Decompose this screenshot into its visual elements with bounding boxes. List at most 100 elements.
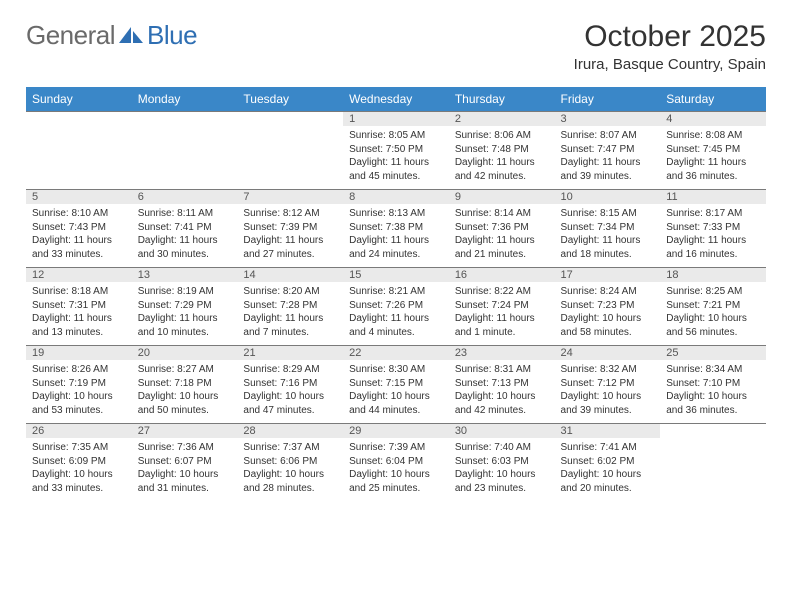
daylight-text: Daylight: 10 hours and 39 minutes. (561, 390, 655, 417)
sunrise-text: Sunrise: 8:19 AM (138, 285, 232, 299)
week-detail-row: Sunrise: 8:10 AMSunset: 7:43 PMDaylight:… (26, 204, 766, 268)
day-header: Friday (555, 87, 661, 112)
day-detail-cell (132, 126, 238, 190)
day-detail-cell: Sunrise: 8:05 AMSunset: 7:50 PMDaylight:… (343, 126, 449, 190)
daylight-text: Daylight: 10 hours and 23 minutes. (455, 468, 549, 495)
day-detail-cell: Sunrise: 8:14 AMSunset: 7:36 PMDaylight:… (449, 204, 555, 268)
day-detail-cell: Sunrise: 8:19 AMSunset: 7:29 PMDaylight:… (132, 282, 238, 346)
daylight-text: Daylight: 10 hours and 36 minutes. (666, 390, 760, 417)
day-number-cell: 5 (26, 190, 132, 205)
sunrise-text: Sunrise: 8:26 AM (32, 363, 126, 377)
sunrise-text: Sunrise: 7:39 AM (349, 441, 443, 455)
day-number-cell: 27 (132, 424, 238, 439)
week-daynum-row: 567891011 (26, 190, 766, 205)
daylight-text: Daylight: 11 hours and 30 minutes. (138, 234, 232, 261)
day-number-cell: 31 (555, 424, 661, 439)
sunrise-text: Sunrise: 8:14 AM (455, 207, 549, 221)
day-detail-cell: Sunrise: 8:06 AMSunset: 7:48 PMDaylight:… (449, 126, 555, 190)
sunrise-text: Sunrise: 8:05 AM (349, 129, 443, 143)
day-number-cell: 21 (237, 346, 343, 361)
day-number-cell: 23 (449, 346, 555, 361)
sunset-text: Sunset: 7:47 PM (561, 143, 655, 157)
sunset-text: Sunset: 6:03 PM (455, 455, 549, 469)
daylight-text: Daylight: 11 hours and 27 minutes. (243, 234, 337, 261)
day-number-cell (26, 112, 132, 127)
day-number-cell: 9 (449, 190, 555, 205)
day-detail-cell: Sunrise: 8:08 AMSunset: 7:45 PMDaylight:… (660, 126, 766, 190)
sunrise-text: Sunrise: 8:29 AM (243, 363, 337, 377)
sunset-text: Sunset: 7:10 PM (666, 377, 760, 391)
daylight-text: Daylight: 11 hours and 42 minutes. (455, 156, 549, 183)
sunrise-text: Sunrise: 8:11 AM (138, 207, 232, 221)
day-number-cell: 26 (26, 424, 132, 439)
sunset-text: Sunset: 7:36 PM (455, 221, 549, 235)
sunrise-text: Sunrise: 7:40 AM (455, 441, 549, 455)
sunrise-text: Sunrise: 7:37 AM (243, 441, 337, 455)
daylight-text: Daylight: 11 hours and 10 minutes. (138, 312, 232, 339)
daylight-text: Daylight: 10 hours and 44 minutes. (349, 390, 443, 417)
logo-text-general: General (26, 20, 115, 51)
sunset-text: Sunset: 7:18 PM (138, 377, 232, 391)
daylight-text: Daylight: 10 hours and 42 minutes. (455, 390, 549, 417)
day-detail-cell: Sunrise: 7:41 AMSunset: 6:02 PMDaylight:… (555, 438, 661, 501)
day-number-cell: 3 (555, 112, 661, 127)
day-header: Monday (132, 87, 238, 112)
daylight-text: Daylight: 11 hours and 36 minutes. (666, 156, 760, 183)
day-number-cell: 1 (343, 112, 449, 127)
day-number-cell: 24 (555, 346, 661, 361)
day-number-cell: 15 (343, 268, 449, 283)
sunset-text: Sunset: 6:06 PM (243, 455, 337, 469)
day-number-cell: 22 (343, 346, 449, 361)
day-number-cell: 29 (343, 424, 449, 439)
month-title: October 2025 (574, 20, 766, 54)
daylight-text: Daylight: 10 hours and 31 minutes. (138, 468, 232, 495)
sunrise-text: Sunrise: 8:06 AM (455, 129, 549, 143)
day-detail-cell: Sunrise: 7:37 AMSunset: 6:06 PMDaylight:… (237, 438, 343, 501)
week-daynum-row: 1234 (26, 112, 766, 127)
day-detail-cell: Sunrise: 8:12 AMSunset: 7:39 PMDaylight:… (237, 204, 343, 268)
sunrise-text: Sunrise: 8:12 AM (243, 207, 337, 221)
daylight-text: Daylight: 10 hours and 33 minutes. (32, 468, 126, 495)
day-detail-cell: Sunrise: 8:32 AMSunset: 7:12 PMDaylight:… (555, 360, 661, 424)
sunset-text: Sunset: 7:38 PM (349, 221, 443, 235)
day-number-cell: 10 (555, 190, 661, 205)
week-detail-row: Sunrise: 8:05 AMSunset: 7:50 PMDaylight:… (26, 126, 766, 190)
day-detail-cell (660, 438, 766, 501)
day-header: Wednesday (343, 87, 449, 112)
sunrise-text: Sunrise: 7:36 AM (138, 441, 232, 455)
day-header: Thursday (449, 87, 555, 112)
sunrise-text: Sunrise: 8:17 AM (666, 207, 760, 221)
day-detail-cell: Sunrise: 8:27 AMSunset: 7:18 PMDaylight:… (132, 360, 238, 424)
day-number-cell: 2 (449, 112, 555, 127)
day-detail-cell: Sunrise: 8:31 AMSunset: 7:13 PMDaylight:… (449, 360, 555, 424)
sunset-text: Sunset: 7:19 PM (32, 377, 126, 391)
sunset-text: Sunset: 7:28 PM (243, 299, 337, 313)
day-detail-cell: Sunrise: 8:24 AMSunset: 7:23 PMDaylight:… (555, 282, 661, 346)
sunrise-text: Sunrise: 8:21 AM (349, 285, 443, 299)
sunrise-text: Sunrise: 8:10 AM (32, 207, 126, 221)
day-detail-cell: Sunrise: 8:10 AMSunset: 7:43 PMDaylight:… (26, 204, 132, 268)
daylight-text: Daylight: 11 hours and 21 minutes. (455, 234, 549, 261)
logo-text-blue: Blue (147, 20, 197, 51)
sunset-text: Sunset: 6:07 PM (138, 455, 232, 469)
calendar-table: SundayMondayTuesdayWednesdayThursdayFrid… (26, 87, 766, 501)
sunrise-text: Sunrise: 8:07 AM (561, 129, 655, 143)
day-number-cell: 4 (660, 112, 766, 127)
week-detail-row: Sunrise: 7:35 AMSunset: 6:09 PMDaylight:… (26, 438, 766, 501)
daylight-text: Daylight: 10 hours and 25 minutes. (349, 468, 443, 495)
day-number-cell (660, 424, 766, 439)
daylight-text: Daylight: 10 hours and 20 minutes. (561, 468, 655, 495)
day-detail-cell: Sunrise: 7:36 AMSunset: 6:07 PMDaylight:… (132, 438, 238, 501)
sunset-text: Sunset: 7:13 PM (455, 377, 549, 391)
sunrise-text: Sunrise: 8:08 AM (666, 129, 760, 143)
daylight-text: Daylight: 11 hours and 33 minutes. (32, 234, 126, 261)
week-daynum-row: 262728293031 (26, 424, 766, 439)
week-detail-row: Sunrise: 8:26 AMSunset: 7:19 PM Daylight:… (26, 360, 766, 424)
week-daynum-row: 12131415161718 (26, 268, 766, 283)
sunset-text: Sunset: 6:04 PM (349, 455, 443, 469)
sunset-text: Sunset: 7:48 PM (455, 143, 549, 157)
sunset-text: Sunset: 7:21 PM (666, 299, 760, 313)
daylight-text: Daylight: 10 hours and 28 minutes. (243, 468, 337, 495)
day-number-cell: 25 (660, 346, 766, 361)
day-detail-cell: Sunrise: 7:40 AMSunset: 6:03 PMDaylight:… (449, 438, 555, 501)
